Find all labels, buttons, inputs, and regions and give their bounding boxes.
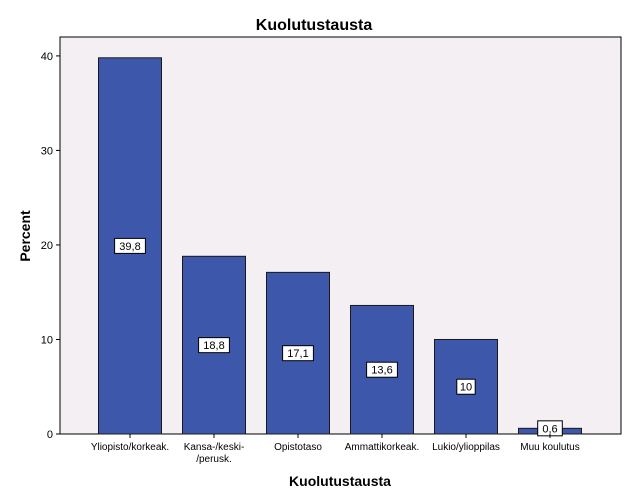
y-tick-label: 10: [41, 334, 53, 346]
data-label-box: [366, 361, 398, 378]
x-tick-label: Kansa-/keski-/perusk.: [184, 442, 245, 465]
x-tick-label: Yliopisto/korkeak.: [91, 442, 169, 453]
x-tick-label: Muu koulutus: [520, 442, 579, 453]
y-tick-label: 20: [41, 240, 53, 252]
x-axis-title: Kuolutustausta: [289, 473, 391, 489]
data-label: 39,8: [119, 241, 140, 253]
x-tick-label: Ammattikorkeak.: [345, 442, 419, 453]
x-tick-label: Lukio/ylioppilas: [432, 442, 500, 453]
data-label: 17,1: [287, 348, 308, 360]
x-tick-label: Opistotaso: [274, 442, 322, 453]
y-tick-label: 30: [41, 145, 53, 157]
data-label: 18,8: [203, 340, 224, 352]
bars-group: 39,8 18,8 17,1 13,6 10 0,6: [98, 57, 582, 437]
data-label: 10: [460, 382, 472, 394]
data-label: 13,6: [371, 365, 392, 377]
y-tick-label: 40: [41, 51, 53, 63]
data-label-box: [114, 237, 146, 254]
chart-title: Kuolutustausta: [256, 17, 373, 34]
data-label-box: [198, 337, 230, 354]
x-axis: Yliopisto/korkeak. Kansa-/keski-/perusk. O…: [91, 434, 580, 465]
y-axis-title: Percent: [17, 210, 33, 262]
data-label-box: [456, 378, 476, 395]
data-label: 0,6: [542, 423, 557, 435]
y-tick-label: 0: [47, 429, 53, 441]
y-axis: 0 10 20 30 40: [41, 51, 60, 441]
data-label-box: [282, 345, 314, 362]
